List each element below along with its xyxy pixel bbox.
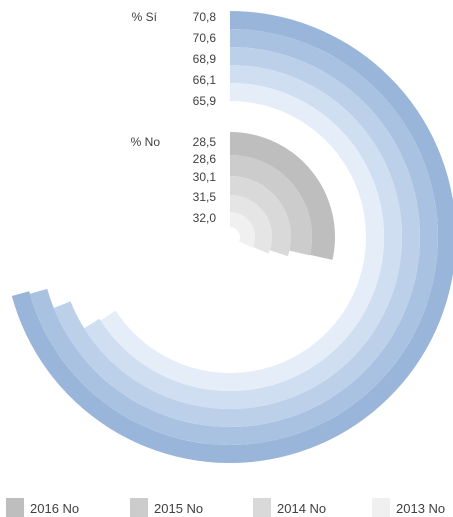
si-value-label-4: 65,9 [193, 94, 217, 108]
legend-label-1: 2015 No [154, 501, 203, 516]
si-value-label-0: 70,8 [193, 10, 217, 24]
legend: 2016 No 2015 No 2014 No 2013 No [6, 498, 445, 517]
no-ring-3 [230, 195, 273, 254]
no-value-label-2: 30,1 [193, 170, 217, 184]
no-ring-1 [230, 155, 312, 256]
legend-swatch-2 [253, 498, 271, 517]
no-ring-4 [230, 212, 255, 248]
legend-swatch-1 [130, 498, 148, 517]
legend-label-0: 2016 No [30, 501, 79, 516]
no-ring-0 [230, 132, 335, 260]
si-value-label-1: 70,6 [193, 31, 217, 45]
legend-swatch-0 [6, 498, 24, 517]
si-ring-2 [53, 47, 420, 427]
si-value-label-2: 68,9 [193, 52, 217, 66]
si-rings-group [11, 11, 453, 463]
si-group-label: % Sí [132, 10, 158, 24]
no-rings-group [230, 132, 335, 260]
no-group-label: % No [131, 135, 161, 149]
no-value-label-0: 28,5 [193, 135, 217, 149]
legend-label-2: 2014 No [277, 501, 326, 516]
legend-label-3: 2013 No [396, 501, 445, 516]
no-value-label-1: 28,6 [193, 152, 217, 166]
no-ring-2 [230, 176, 291, 257]
no-value-label-3: 31,5 [193, 190, 217, 204]
legend-swatch-3 [372, 498, 390, 517]
si-value-label-3: 66,1 [193, 73, 217, 87]
labels-group: % Sí 70,8 70,6 68,9 66,1 65,9 % No 28,5 28,6 30,1… [131, 10, 217, 225]
no-value-label-4: 32,0 [193, 211, 217, 225]
